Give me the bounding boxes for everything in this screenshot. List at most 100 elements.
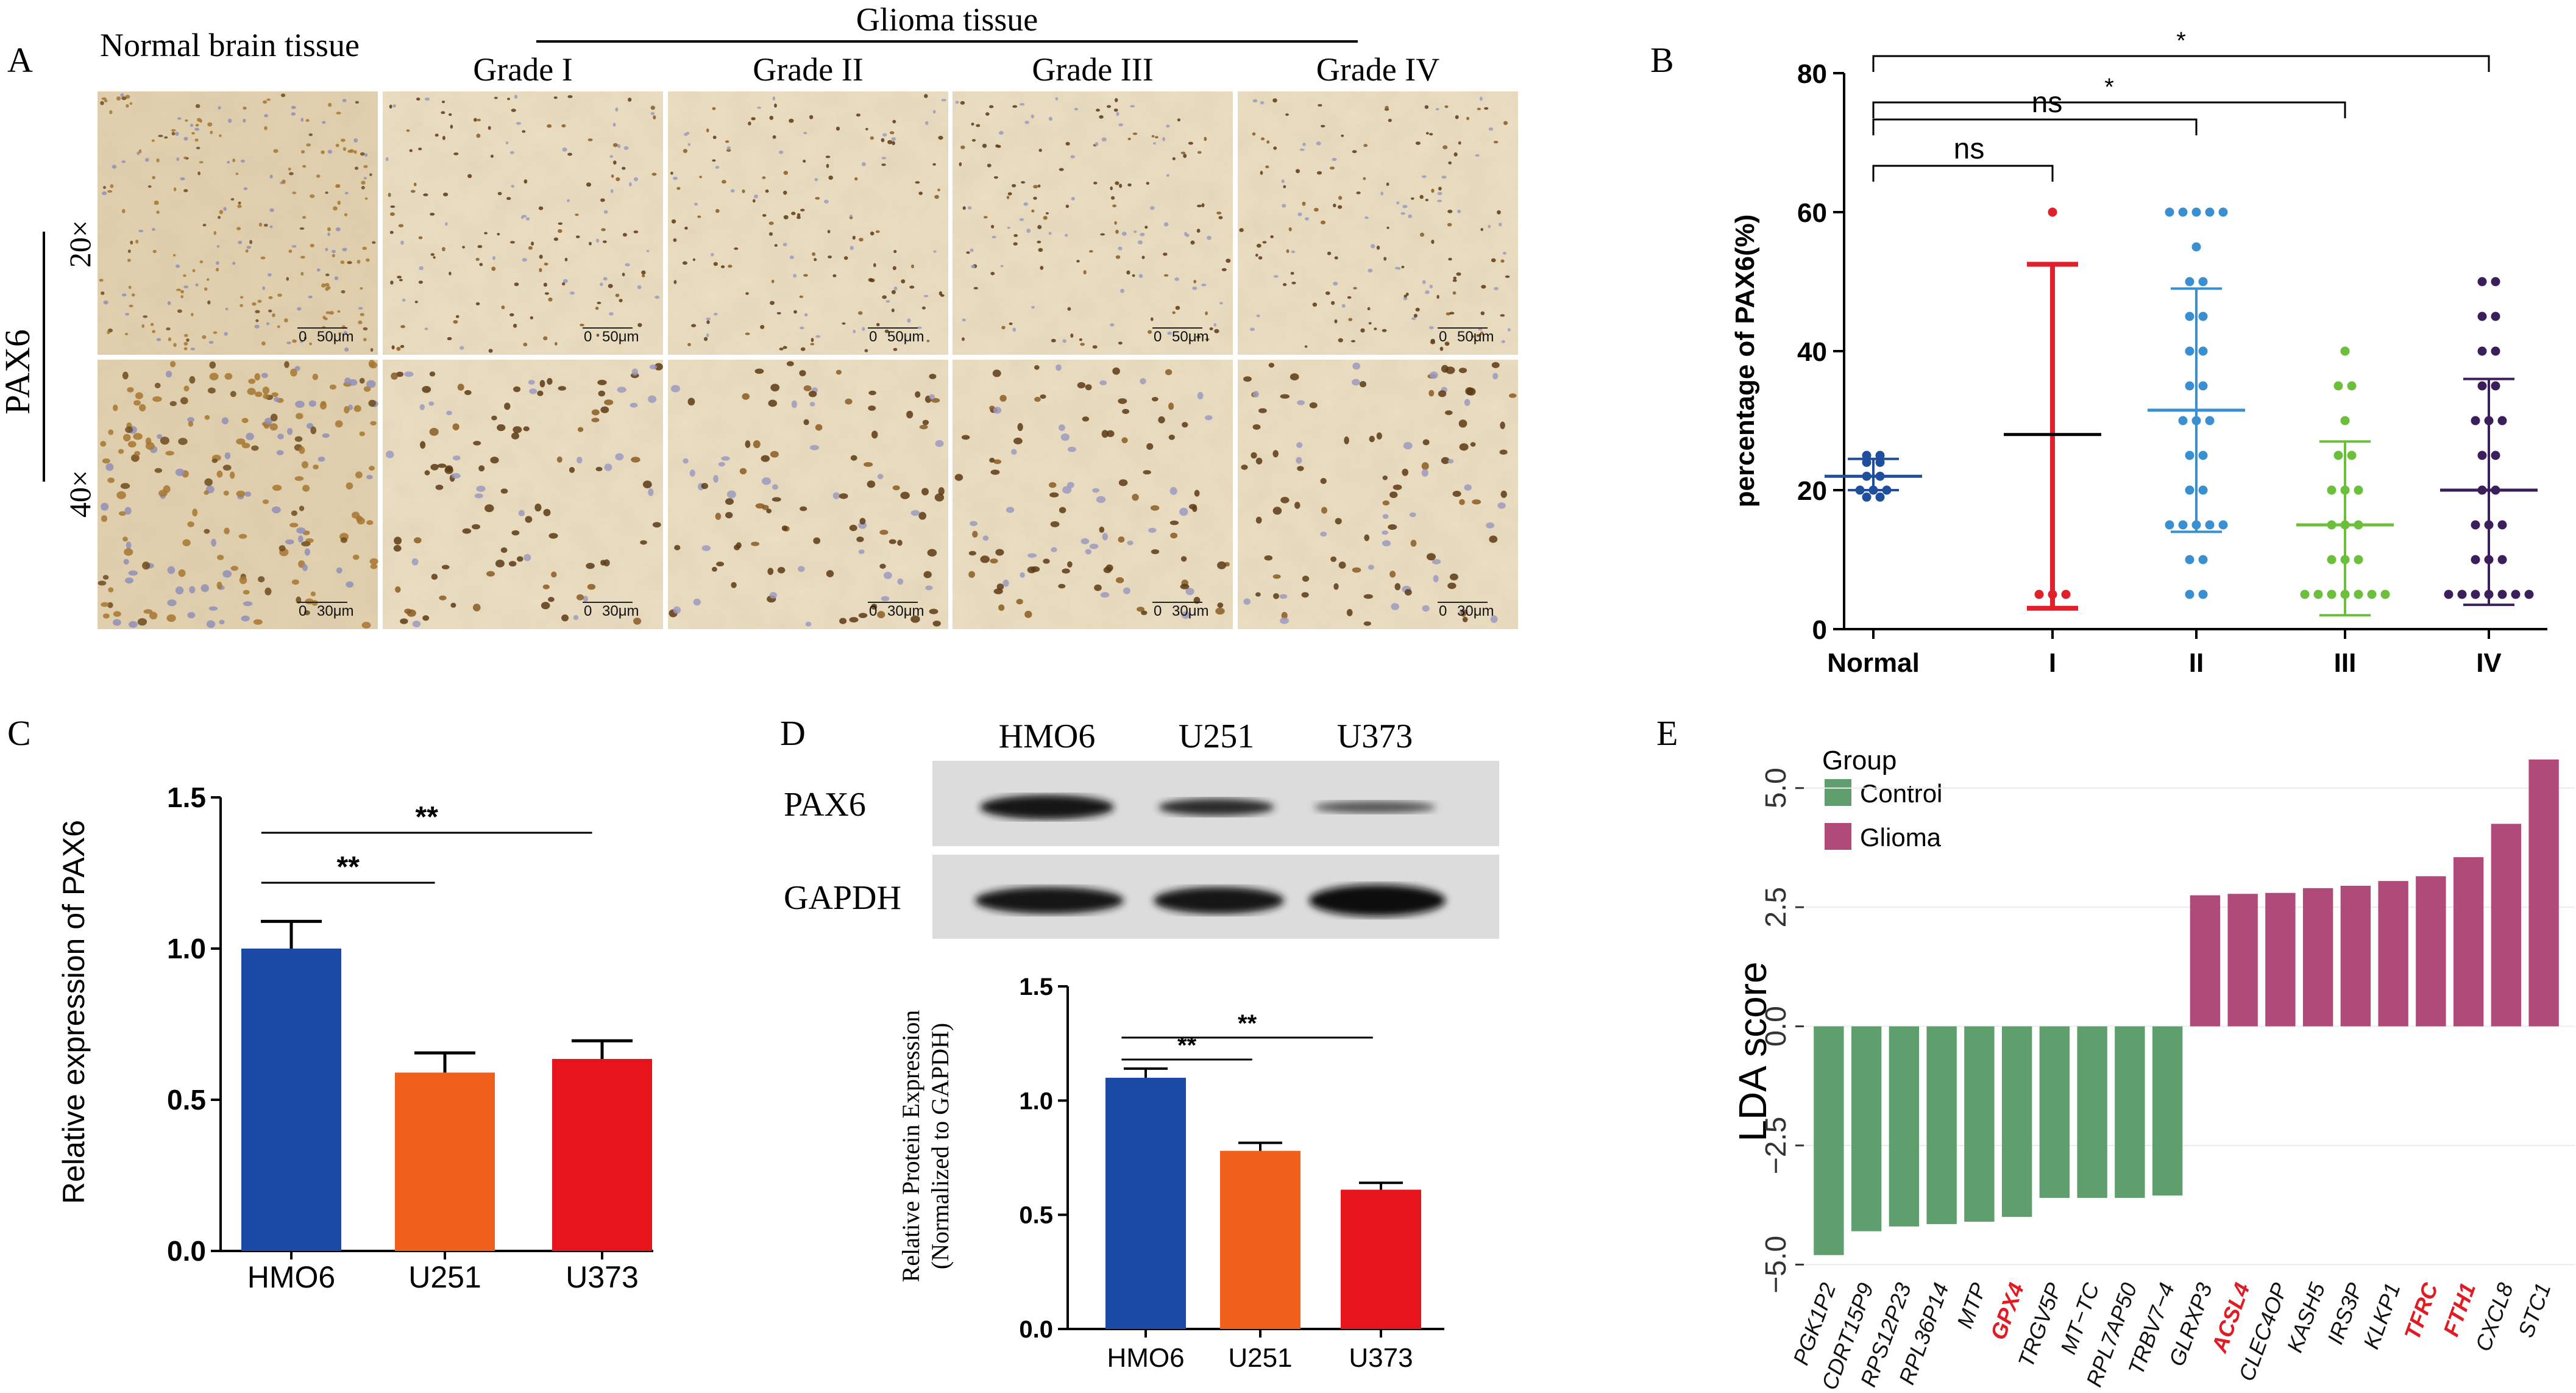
panel-b-letter: B <box>1650 40 1674 80</box>
scalebar-unit: 50μm <box>887 329 924 345</box>
panel-e-lda: E LDA score Group Control Glioma −5.0 −2.… <box>1656 713 2575 1393</box>
b-point <box>2497 590 2507 599</box>
panel-b-ylabel: percentage of PAX6(%) <box>1730 215 1760 508</box>
micrograph-tile: 0 30μm <box>953 360 1233 629</box>
scalebar-zero: 0 <box>299 329 307 345</box>
b-point <box>2471 416 2480 426</box>
b-point <box>2491 277 2500 287</box>
e-bar <box>1851 1026 1882 1231</box>
b-ytick-label: 0 <box>1812 615 1827 645</box>
b-point <box>2313 590 2323 599</box>
grade-label: Grade II <box>753 51 863 88</box>
b-point <box>2347 381 2357 391</box>
micrograph-tile: 0 50μm <box>953 91 1233 355</box>
e-bar <box>2528 759 2559 1027</box>
b-point <box>2444 590 2454 599</box>
c-ytick-label: 1.0 <box>167 933 206 964</box>
western-blot: HMO6 U251 U373 PAX6 GAPDH <box>784 718 1499 939</box>
b-point <box>2178 520 2188 530</box>
panel-e-legend-title: Group <box>1822 746 1897 775</box>
b-point <box>2354 485 2363 495</box>
panel-b-scatter: B percentage of PAX6(%) 0 20 40 60 80 Normal I… <box>1650 27 2547 678</box>
b-point <box>2185 346 2195 356</box>
blot-lane-label: U373 <box>1337 718 1413 755</box>
scalebar-zero: 0 <box>1439 329 1447 345</box>
scalebar-zero: 0 <box>869 603 877 619</box>
b-xtick-label: II <box>2189 648 2204 678</box>
scalebar-unit: 50μm <box>1172 329 1209 345</box>
b-point <box>2185 312 2195 321</box>
b-sig-label: * <box>2104 74 2114 101</box>
e-ytick-label: −2.5 <box>1760 1117 1792 1175</box>
b-point <box>2205 520 2215 530</box>
c-ytick-label: 0.5 <box>167 1084 206 1116</box>
e-bar <box>2039 1026 2070 1198</box>
b-point <box>2198 555 2208 565</box>
b-point <box>2347 451 2357 460</box>
b-point <box>2477 312 2487 321</box>
b-ytick-label: 60 <box>1797 198 1827 228</box>
b-xtick-label: III <box>2334 648 2357 678</box>
b-point <box>2477 277 2487 287</box>
scalebar-zero: 0 <box>1439 603 1447 619</box>
e-xtick-label: STC1 <box>2513 1280 2556 1341</box>
c-sig-label: ** <box>337 851 360 883</box>
b-point <box>2491 381 2500 391</box>
panel-d-marks: ** ** <box>1105 1010 1421 1329</box>
panel-e-ylabel: LDA score <box>1731 961 1775 1141</box>
scalebar-unit: 30μm <box>1457 603 1494 619</box>
d-ytick-label: 0.0 <box>1019 1316 1053 1343</box>
blot-band <box>1158 799 1274 816</box>
panel-a-letter: A <box>7 40 33 80</box>
micrograph-tile: 0 50μm <box>98 91 378 355</box>
c-bar <box>395 1072 495 1251</box>
b-point <box>2367 590 2377 599</box>
b-point <box>2218 207 2228 217</box>
c-ytick-label: 0.0 <box>167 1235 206 1267</box>
b-point <box>2471 555 2480 565</box>
micrograph-tile: 0 50μm <box>383 91 663 355</box>
b-ytick-label: 80 <box>1797 59 1827 89</box>
b-point <box>2471 590 2480 599</box>
b-point <box>2205 207 2215 217</box>
micrograph-grid: 0 50μm 0 50μm 0 50μm 0 50μm 0 50μm 0 30μm 0 30μm 0 30μm… <box>98 91 1518 629</box>
grade-labels: Grade I Grade II Grade III Grade IV <box>473 51 1439 88</box>
b-point <box>2165 520 2174 530</box>
blot-row-label: GAPDH <box>784 879 901 917</box>
blot-band <box>975 887 1124 914</box>
blot-lane-label: U251 <box>1179 718 1254 755</box>
e-xtick-label: TFRC <box>2399 1279 2443 1343</box>
b-point <box>2185 381 2195 391</box>
e-ytick-label: 0.0 <box>1760 1006 1792 1047</box>
row-label-20x: 20× <box>63 220 97 268</box>
micrograph-tile: 0 30μm <box>1238 360 1518 629</box>
b-sig-label: ns <box>1954 133 1985 165</box>
b-point <box>1862 492 1872 502</box>
e-ytick-label: 5.0 <box>1760 768 1792 808</box>
e-bar <box>2190 895 2221 1027</box>
b-point <box>2477 381 2487 391</box>
scalebar-zero: 0 <box>299 603 307 619</box>
b-point <box>2198 346 2208 356</box>
b-ytick-label: 40 <box>1797 337 1827 367</box>
b-point <box>2048 207 2057 217</box>
c-xtick-label: HMO6 <box>247 1260 335 1294</box>
d-sig-label: ** <box>1238 1010 1257 1037</box>
blot-band <box>1309 885 1446 916</box>
panel-d-letter: D <box>780 713 806 753</box>
b-ytick-label: 20 <box>1797 476 1827 506</box>
scalebar-zero: 0 <box>1154 603 1162 619</box>
d-ytick-label: 1.5 <box>1019 974 1053 1000</box>
d-ytick-label: 0.5 <box>1019 1202 1053 1229</box>
panel-c-bar: C Relative expression of PAX6 0.0 0.5 1.0 1… <box>7 713 653 1294</box>
d-xtick-label: U251 <box>1228 1343 1292 1373</box>
b-point <box>2354 590 2363 599</box>
micrograph-tile: 0 50μm <box>668 91 948 355</box>
blot-band <box>1314 801 1436 813</box>
e-bar <box>1889 1026 1920 1227</box>
micrograph-tile: 0 30μm <box>383 360 663 629</box>
b-point <box>2178 207 2188 217</box>
glioma-tissue-label: Glioma tissue <box>856 1 1038 38</box>
b-point <box>2511 590 2521 599</box>
